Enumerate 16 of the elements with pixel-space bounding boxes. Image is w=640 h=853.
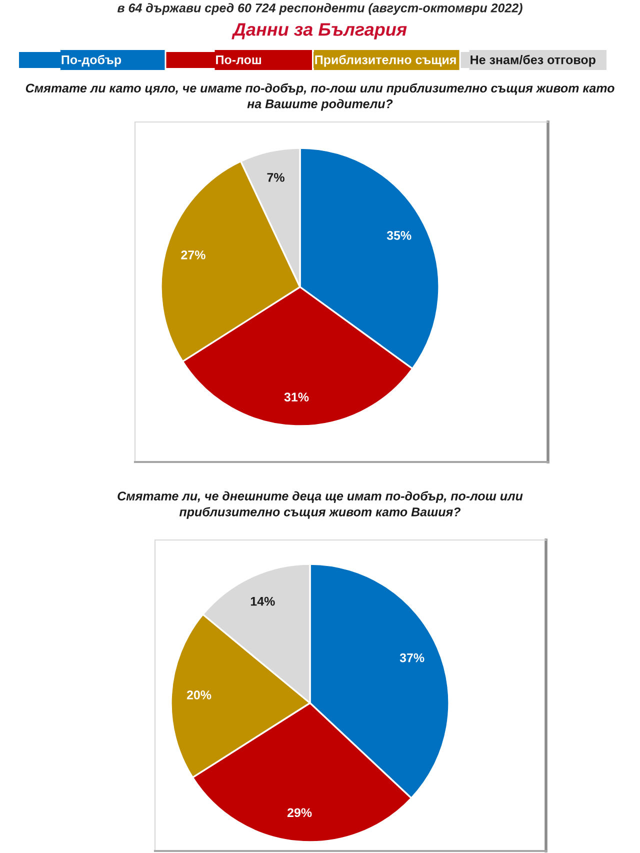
data-label: 37% [400,653,424,662]
data-label: 35% [386,231,412,240]
text: Смятате ли като цяло, че имате по-добър, по-лош или приблизително същия живот като на Вашите родители? [26,83,614,111]
data-label: 31% [284,392,309,402]
legend-label: Приблизително същия [315,54,456,67]
legend-label: По-лош [216,55,261,64]
legend-label: Не знам/без отговор [470,54,596,67]
chart-title: Данни за България [232,23,407,40]
legend-label: По-добър [62,54,122,67]
data-label: 14% [250,596,275,606]
data-label: 29% [287,808,312,818]
data-label: 27% [181,250,206,260]
data-label: 7% [267,173,284,182]
chart-subtitle: Смятате ли, че днешните деца ще имат по-добър, по-лош или приблизително същия живот като Вашия? [118,491,523,519]
data-label: 20% [186,690,212,700]
text: в 64 държави сред 60 724 респонденти (август-октомври 2022) [117,3,522,15]
